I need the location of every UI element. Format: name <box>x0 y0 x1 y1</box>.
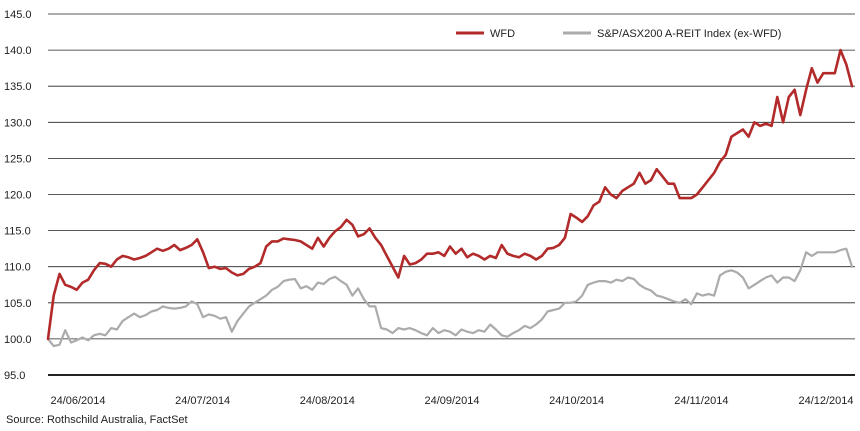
x-tick-label: 24/10/2014 <box>549 395 604 407</box>
y-tick-label: 95.0 <box>4 370 25 382</box>
y-tick-label: 100.0 <box>4 334 32 346</box>
x-tick-label: 24/08/2014 <box>300 395 355 407</box>
series-lines <box>46 48 854 348</box>
legend-label: S&P/ASX200 A-REIT Index (ex-WFD) <box>597 28 781 40</box>
x-tick-label: 24/06/2014 <box>50 395 105 407</box>
y-tick-label: 115.0 <box>4 226 31 238</box>
source-note: Source: Rothschild Australia, FactSet <box>6 414 188 426</box>
line-chart: 145.0 140.0 135.0 130.0 125.0 120.0 115.0 110.0… <box>4 9 855 407</box>
y-axis: 145.0 140.0 135.0 130.0 125.0 120.0 115.0 110.0… <box>4 9 32 382</box>
legend: WFD S&P/ASX200 A-REIT Index (ex-WFD) <box>456 28 781 40</box>
legend-label: WFD <box>490 28 515 40</box>
y-tick-label: 140.0 <box>4 45 32 57</box>
gridlines <box>48 13 855 376</box>
x-tick-label: 24/07/2014 <box>175 395 230 407</box>
x-tick-label: 24/09/2014 <box>424 395 479 407</box>
x-tick-label: 24/11/2014 <box>674 395 728 407</box>
x-axis: 24/06/2014 24/07/2014 24/08/2014 24/09/2014… <box>50 395 853 407</box>
y-tick-label: 125.0 <box>4 153 32 165</box>
y-tick-label: 120.0 <box>4 190 32 202</box>
y-tick-label: 110.0 <box>4 262 31 274</box>
y-tick-label: 105.0 <box>4 298 32 310</box>
x-tick-label: 24/12/2014 <box>798 395 853 407</box>
y-tick-label: 135.0 <box>4 81 32 93</box>
series-line <box>46 48 854 341</box>
series-line <box>46 247 854 348</box>
y-tick-label: 130.0 <box>4 117 32 129</box>
y-tick-label: 145.0 <box>4 9 32 21</box>
